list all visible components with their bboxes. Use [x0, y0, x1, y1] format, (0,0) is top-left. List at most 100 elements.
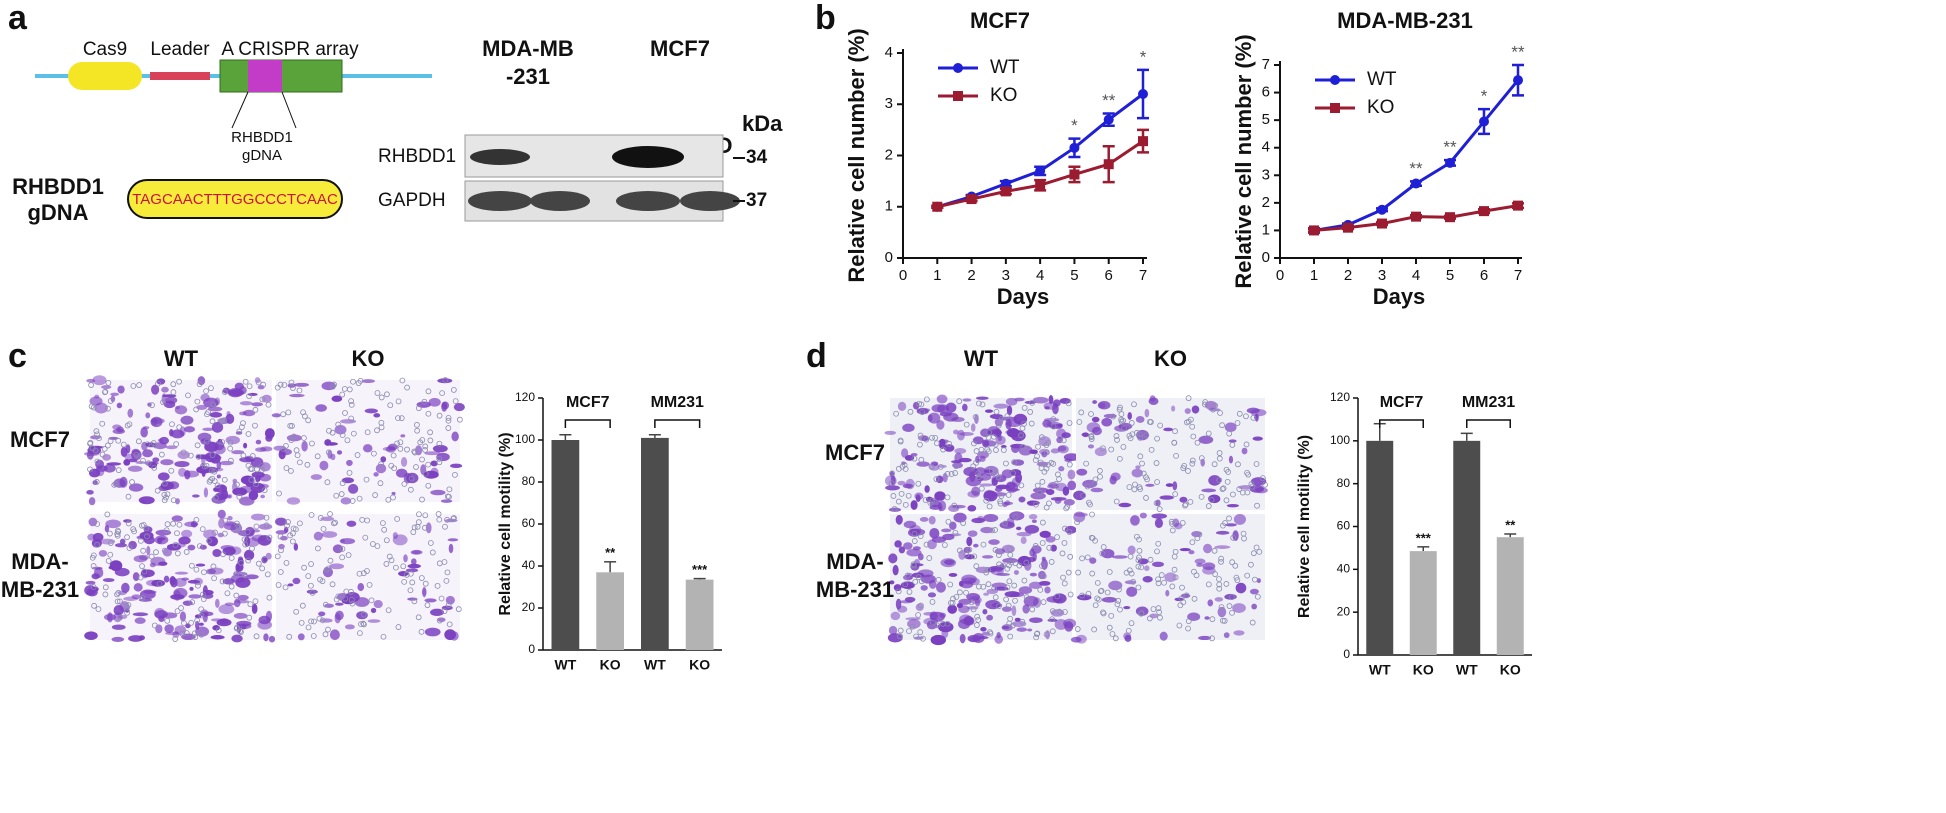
cell	[1174, 522, 1183, 530]
pore	[919, 409, 926, 416]
pore	[427, 429, 434, 436]
pore	[893, 410, 899, 417]
cell	[181, 577, 189, 581]
cell	[84, 631, 98, 641]
pore	[956, 547, 963, 554]
pore	[1132, 481, 1138, 488]
cell	[1087, 444, 1095, 449]
pore	[1250, 550, 1257, 557]
cell	[448, 543, 454, 554]
pore	[90, 563, 97, 569]
pore	[987, 629, 993, 636]
cells	[887, 511, 1077, 646]
cell	[1004, 500, 1011, 506]
cell	[1067, 469, 1076, 480]
pore	[1256, 548, 1263, 555]
pore	[1023, 594, 1030, 601]
pore	[350, 378, 356, 385]
cell	[181, 529, 193, 538]
cell	[903, 542, 913, 550]
cell	[329, 629, 340, 641]
pore	[1143, 432, 1150, 439]
cell	[1001, 625, 1010, 630]
pore	[1254, 502, 1260, 509]
pore	[1130, 578, 1137, 585]
pore	[1230, 534, 1237, 541]
pore	[1121, 425, 1128, 432]
marker	[1035, 180, 1046, 191]
cell	[405, 568, 419, 573]
pore	[107, 540, 114, 546]
cell	[164, 624, 174, 633]
cell	[1151, 513, 1168, 519]
pore	[450, 515, 457, 522]
cell	[391, 491, 396, 496]
pore	[983, 497, 990, 504]
pore	[390, 452, 397, 459]
pore	[286, 633, 293, 640]
pore	[221, 476, 228, 483]
pore	[99, 420, 106, 427]
pore	[125, 520, 132, 527]
cell	[420, 464, 427, 476]
pore	[1223, 497, 1230, 504]
pore	[212, 495, 219, 501]
pore	[325, 449, 332, 456]
x-tick-label: 6	[1480, 267, 1488, 284]
pore	[1190, 433, 1197, 440]
pore	[1135, 563, 1142, 570]
cell	[1201, 488, 1217, 493]
cell	[1241, 447, 1248, 455]
pore	[1078, 409, 1085, 416]
x-tick-label: WT	[1456, 662, 1478, 678]
pore	[1138, 610, 1145, 616]
pore	[348, 401, 355, 408]
gdna-box	[127, 179, 343, 219]
y-tick-label: 7	[1262, 56, 1270, 73]
cell	[982, 608, 988, 615]
pore	[941, 542, 948, 548]
pore	[264, 571, 271, 578]
pore	[207, 477, 214, 484]
pore	[339, 432, 346, 439]
pore	[902, 501, 909, 508]
x-tick-label: KO	[1413, 662, 1434, 678]
pore	[911, 455, 918, 462]
cell	[958, 580, 964, 587]
pore	[1253, 544, 1260, 551]
y-tick-label: 4	[885, 44, 893, 61]
pore	[252, 422, 258, 429]
pore	[1262, 481, 1268, 488]
cell	[938, 439, 949, 444]
cell	[424, 627, 441, 637]
pore	[193, 516, 200, 523]
pore	[360, 611, 367, 618]
pore	[90, 404, 97, 411]
cell	[1011, 477, 1021, 487]
pore	[1100, 610, 1107, 617]
pore	[1155, 540, 1162, 547]
cell	[1020, 536, 1027, 545]
x-tick-label: 6	[1105, 267, 1113, 284]
cell	[1038, 436, 1051, 447]
cell	[210, 451, 216, 463]
cell	[887, 633, 903, 643]
pore	[1049, 616, 1055, 623]
cell	[334, 613, 341, 624]
pore	[222, 517, 229, 524]
pore	[890, 493, 897, 499]
y-tick-label: 60	[1337, 519, 1351, 533]
pore	[947, 581, 954, 588]
pore	[427, 437, 434, 444]
pore	[1089, 535, 1096, 542]
pore	[245, 462, 252, 469]
pore	[395, 415, 401, 422]
pore	[1012, 514, 1019, 520]
pore	[1035, 443, 1041, 450]
cell	[1028, 514, 1038, 520]
cell	[1045, 536, 1056, 543]
pore	[327, 557, 334, 564]
pore	[1220, 485, 1227, 492]
pore	[381, 526, 388, 533]
cell	[227, 515, 233, 521]
